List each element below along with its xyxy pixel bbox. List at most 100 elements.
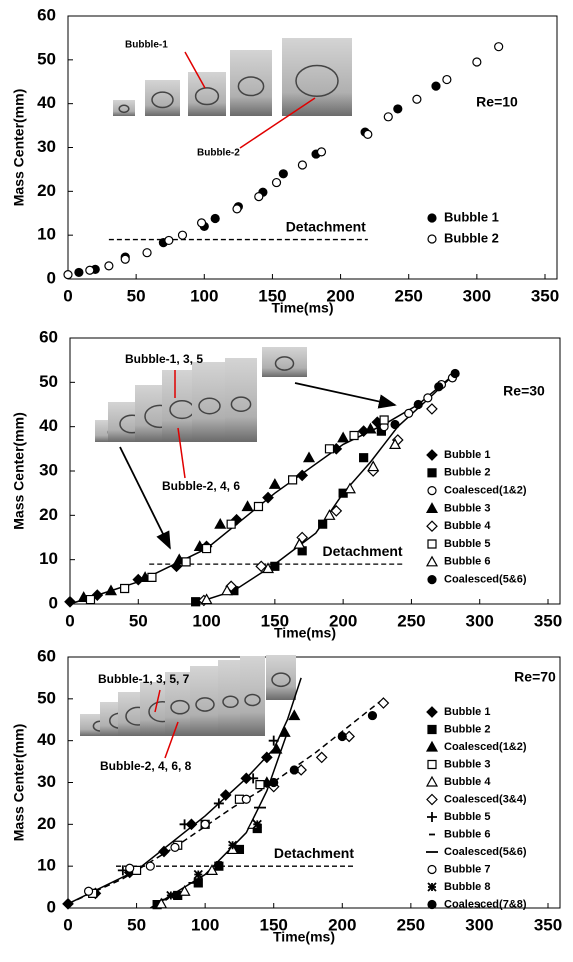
legend-marker (428, 235, 436, 243)
x-tick-label: 100 (190, 286, 218, 305)
annotation: Re=10 (476, 94, 518, 110)
marker (317, 148, 325, 156)
annotation: Bubble-1 (125, 40, 168, 51)
annotation: Bubble-2, 4, 6 (162, 479, 240, 493)
y-tick-label: 0 (47, 897, 56, 916)
annotation: Bubble-1, 3, 5, 7 (98, 672, 190, 686)
y-tick-label: 50 (37, 49, 56, 68)
marker (86, 266, 94, 274)
legend-marker (427, 742, 437, 751)
y-tick-label: 30 (37, 772, 56, 791)
marker (298, 161, 306, 169)
y-tick-label: 0 (49, 593, 58, 612)
legend-label: Bubble 1 (444, 209, 499, 224)
x-tick-label: 350 (534, 611, 562, 630)
legend-marker (428, 540, 436, 548)
marker (63, 899, 73, 909)
marker (253, 820, 261, 828)
marker (229, 841, 237, 849)
y-tick-label: 60 (37, 646, 56, 665)
arrow (120, 447, 170, 548)
marker (85, 887, 93, 895)
bubble-image (230, 50, 272, 116)
marker (201, 820, 209, 828)
x-tick-label: 100 (191, 915, 219, 934)
y-tick-label: 20 (39, 505, 58, 524)
legend-marker (427, 521, 437, 531)
y-tick-label: 0 (47, 268, 56, 287)
marker (304, 453, 314, 462)
legend-label: Bubble 1 (444, 449, 490, 461)
bubble-image (266, 655, 296, 700)
legend-label: Bubble 3 (444, 758, 490, 770)
bubble-image (282, 38, 352, 116)
annotation: Bubble-1, 3, 5 (125, 352, 203, 366)
legend-label: Coalesced(5&6) (444, 574, 527, 586)
marker (271, 562, 279, 570)
bubble-image (145, 80, 180, 116)
bubble-image (113, 100, 135, 116)
bubble-image (240, 656, 265, 736)
page: 0102030405060050100150200250300350Time(m… (0, 0, 573, 962)
x-tick-label: 50 (127, 286, 146, 305)
marker (270, 479, 280, 488)
marker (432, 82, 440, 90)
legend-label: Coalesced(5&6) (444, 846, 527, 858)
marker (414, 401, 422, 409)
marker (290, 766, 298, 774)
legend-label: Coalesced(7&8) (444, 898, 527, 910)
bubble-image (262, 347, 307, 377)
legend-label: Coalesced(1&2) (444, 741, 527, 753)
marker (198, 219, 206, 227)
x-tick-label: 350 (534, 915, 562, 934)
marker (233, 205, 241, 213)
marker (194, 871, 202, 879)
marker (243, 501, 253, 510)
marker (86, 596, 94, 604)
y-tick-label: 30 (37, 137, 56, 156)
x-tick-label: 300 (463, 286, 491, 305)
legend-marker (428, 576, 436, 584)
marker (75, 268, 83, 276)
y-tick-label: 20 (37, 181, 56, 200)
x-tick-label: 250 (397, 915, 425, 934)
marker (394, 105, 402, 113)
marker (121, 255, 129, 263)
reference-label: Detachment (322, 543, 402, 559)
x-tick-label: 350 (531, 286, 559, 305)
x-axis-title: Time(ms) (272, 300, 334, 316)
marker (64, 271, 72, 279)
bubble-image (190, 666, 220, 736)
marker (221, 790, 231, 800)
marker (435, 383, 443, 391)
x-tick-label: 50 (129, 611, 148, 630)
marker (279, 170, 287, 178)
y-tick-label: 60 (37, 5, 56, 24)
marker (165, 236, 173, 244)
marker (148, 573, 156, 581)
marker (427, 404, 437, 414)
marker (146, 862, 154, 870)
y-tick-label: 50 (39, 372, 58, 391)
legend-label: Bubble 2 (444, 230, 499, 245)
legend-marker (427, 557, 437, 566)
marker (495, 43, 503, 51)
x-tick-label: 250 (397, 611, 425, 630)
marker (254, 502, 262, 510)
legend-label: Bubble 6 (444, 828, 490, 840)
marker (443, 76, 451, 84)
legend-marker (428, 901, 436, 909)
legend-label: Bubble 7 (444, 863, 490, 875)
legend-marker (428, 883, 436, 891)
x-tick-label: 250 (395, 286, 423, 305)
marker (211, 215, 219, 223)
legend-label: Bubble 1 (444, 706, 490, 718)
marker (273, 179, 281, 187)
marker (319, 520, 327, 528)
marker (105, 262, 113, 270)
legend-marker (428, 214, 436, 222)
marker (384, 113, 392, 121)
legend-label: Bubble 3 (444, 502, 490, 514)
legend-marker (428, 726, 436, 734)
marker (325, 445, 333, 453)
